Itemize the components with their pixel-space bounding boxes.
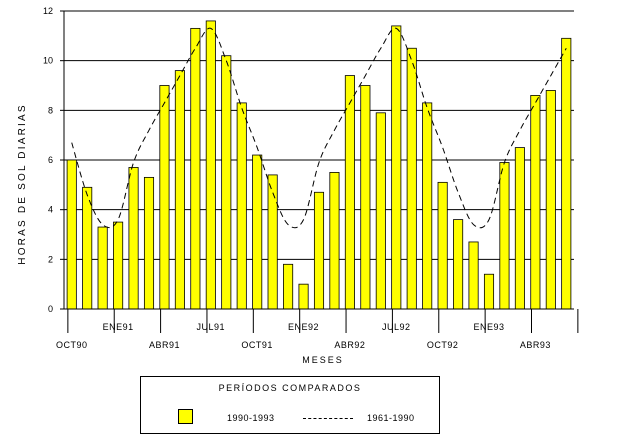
line-1961-1990 bbox=[71, 27, 567, 229]
bar-DIC91 bbox=[283, 263, 294, 310]
bar-OCT91 bbox=[252, 154, 263, 310]
bar-ENE93 bbox=[483, 273, 495, 310]
x-tick-labels: ENE91 JUL91 ENE92 JUL92 ENE93 OCT90 ABR91 OCT91… bbox=[56, 322, 551, 350]
bar-MAR91 bbox=[143, 176, 155, 310]
x-tick-label: ABR91 bbox=[149, 340, 180, 350]
bar-JUL92 bbox=[391, 25, 402, 310]
bar-DIC90 bbox=[97, 226, 108, 310]
bar-NOV92 bbox=[453, 219, 464, 310]
x-tick-label: ENE93 bbox=[473, 322, 504, 332]
legend-label-1990-1993: 1990-1993 bbox=[227, 413, 275, 423]
x-tick-label: JUL92 bbox=[382, 322, 411, 332]
x-tick-label: ENE91 bbox=[103, 322, 134, 332]
bar-MAR92 bbox=[329, 172, 340, 310]
bar-AGO91 bbox=[221, 55, 232, 310]
x-tick-label: OCT91 bbox=[241, 340, 273, 350]
bar-DIC92 bbox=[468, 241, 479, 310]
bar-FEB91 bbox=[128, 167, 139, 310]
bar-ABR92 bbox=[344, 75, 355, 310]
bar-ENE91 bbox=[113, 221, 124, 310]
legend-label-1961-1990: 1961-1990 bbox=[367, 413, 415, 423]
x-axis-label: MESES bbox=[302, 355, 344, 365]
bar-FEB92 bbox=[313, 191, 325, 310]
bar-MAY91 bbox=[174, 70, 185, 310]
y-tick-label: 2 bbox=[48, 254, 53, 264]
y-tick-label: 4 bbox=[48, 205, 53, 215]
y-tick-label: 8 bbox=[48, 105, 53, 115]
bar-JUN91 bbox=[190, 27, 201, 310]
bar-MAY92 bbox=[360, 85, 371, 310]
legend-swatch-bar bbox=[178, 409, 193, 424]
bar-JUN92 bbox=[375, 112, 386, 310]
bar-ABR93 bbox=[530, 95, 541, 310]
legend: PERÍODOS COMPARADOS 1990-1993 1961-1990 bbox=[140, 376, 440, 434]
series-line-1961-1990 bbox=[71, 27, 567, 229]
y-tick-label: 0 bbox=[48, 304, 53, 314]
legend-swatch-dashed-line bbox=[303, 418, 353, 419]
y-axis-label: HORAS DE SOL DIARIAS bbox=[17, 103, 28, 264]
y-tick-label: 6 bbox=[48, 155, 53, 165]
x-tick-label: JUL91 bbox=[197, 322, 226, 332]
bar-SEP91 bbox=[236, 102, 247, 310]
x-tick-label: ENE92 bbox=[288, 322, 319, 332]
bar-MAR93 bbox=[514, 147, 525, 310]
bar-MAY93 bbox=[545, 90, 556, 310]
y-tick-labels: 0 2 4 6 8 10 12 bbox=[43, 6, 53, 314]
bar-OCT90 bbox=[66, 159, 77, 310]
bar-NOV91 bbox=[267, 174, 278, 310]
bar-JUL91 bbox=[205, 20, 216, 310]
y-tick-label: 10 bbox=[43, 56, 53, 66]
x-tick-label: OCT90 bbox=[56, 340, 88, 350]
bar-JUN93 bbox=[561, 37, 572, 310]
bar-NOV90 bbox=[82, 186, 93, 310]
bar-SEP92 bbox=[422, 102, 433, 310]
x-tick-label: ABR92 bbox=[334, 340, 365, 350]
x-tick-label: OCT92 bbox=[427, 340, 459, 350]
bar-ABR91 bbox=[159, 85, 170, 310]
y-tick-label: 12 bbox=[43, 6, 53, 16]
axes bbox=[60, 10, 579, 333]
bars-1990-1993 bbox=[66, 20, 572, 310]
bar-FEB93 bbox=[499, 162, 510, 310]
bar-ENE92 bbox=[298, 283, 309, 310]
x-tick-label: ABR93 bbox=[520, 340, 551, 350]
legend-title: PERÍODOS COMPARADOS bbox=[218, 383, 362, 393]
bar-OCT92 bbox=[437, 181, 448, 310]
bar-AGO92 bbox=[406, 47, 417, 310]
